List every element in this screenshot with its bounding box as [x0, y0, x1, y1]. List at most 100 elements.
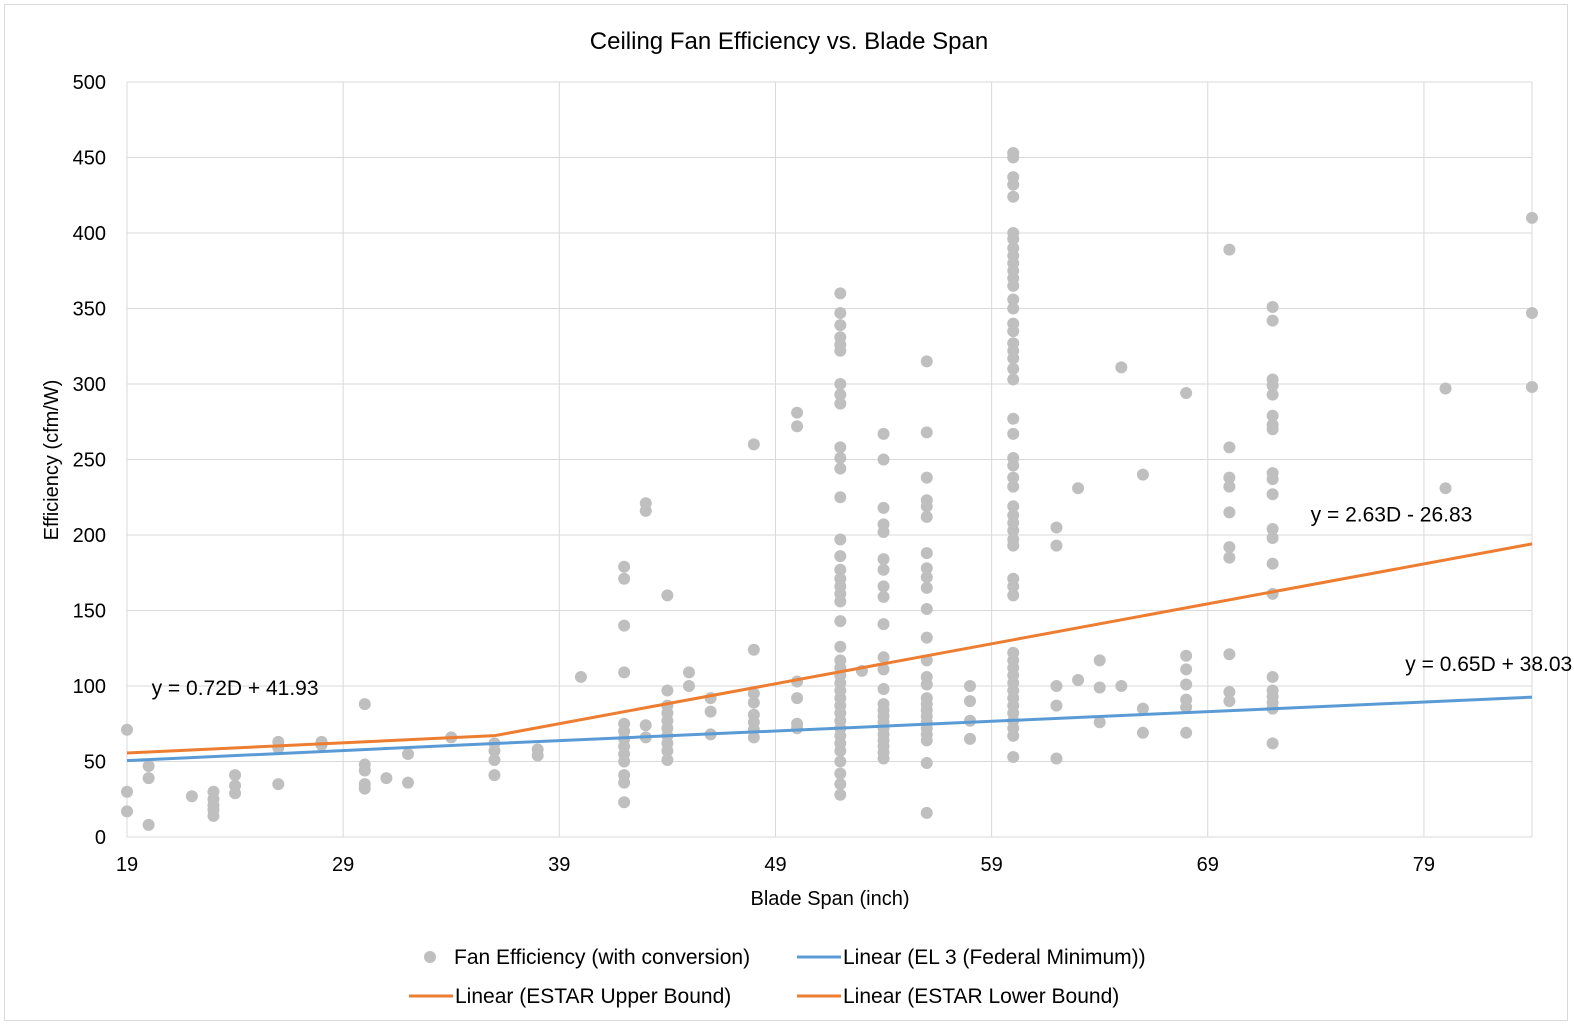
scatter-point	[1007, 539, 1020, 552]
scatter-point	[877, 453, 890, 466]
scatter-point	[1007, 302, 1020, 315]
scatter-point	[877, 651, 890, 664]
scatter-point	[488, 769, 501, 782]
x-tick-label: 59	[980, 854, 1002, 876]
y-tick-label: 450	[73, 148, 106, 170]
scatter-point	[834, 788, 847, 801]
scatter-point	[834, 307, 847, 320]
x-tick-label: 79	[1413, 854, 1435, 876]
y-tick-label: 250	[73, 450, 106, 472]
scatter-point	[661, 589, 674, 602]
scatter-point	[618, 755, 631, 768]
scatter-point	[1223, 441, 1236, 454]
scatter-point	[1180, 678, 1193, 691]
scatter-point	[1223, 541, 1236, 554]
scatter-point	[877, 590, 890, 603]
scatter-point	[877, 553, 890, 566]
scatter-point	[834, 491, 847, 504]
scatter-point	[121, 805, 133, 818]
legend-label: Linear (EL 3 (Federal Minimum))	[843, 946, 1146, 969]
scatter-point	[920, 471, 933, 484]
scatter-point	[272, 778, 285, 791]
scatter-point	[1439, 482, 1452, 495]
tick-labels: 0 50 100 150 200 250 300 350 400 450 500 19 29 39 49 59…	[73, 72, 1435, 876]
scatter-point	[834, 388, 847, 401]
scatter-point	[1050, 680, 1063, 692]
scatter-point	[877, 752, 890, 765]
scatter-point	[747, 731, 760, 744]
legend-label: Linear (ESTAR Upper Bound)	[455, 985, 731, 1008]
scatter-point	[1050, 752, 1063, 765]
scatter-point	[1050, 521, 1063, 534]
scatter-point	[121, 785, 133, 798]
scatter-point	[1007, 178, 1020, 191]
scatter-point	[1050, 539, 1063, 552]
scatter-point	[142, 760, 155, 773]
scatter-point	[1007, 279, 1020, 292]
scatter-point	[618, 666, 631, 679]
scatter-point	[877, 563, 890, 576]
scatter-point	[1007, 352, 1020, 365]
scatter-point	[920, 355, 933, 368]
scatter-point	[1223, 695, 1236, 708]
scatter-point	[834, 563, 847, 576]
scatter-point	[1007, 293, 1020, 306]
scatter-series	[121, 146, 1538, 831]
scatter-point	[1266, 388, 1279, 401]
scatter-point	[1266, 488, 1279, 501]
scatter-point	[1050, 699, 1063, 712]
scatter-point	[920, 562, 933, 575]
legend-marker	[424, 951, 436, 963]
scatter-point	[1180, 701, 1193, 714]
scatter-point	[877, 525, 890, 538]
scatter-point	[1223, 551, 1236, 564]
scatter-point	[747, 438, 760, 451]
scatter-point	[229, 787, 242, 800]
scatter-point	[1007, 459, 1020, 472]
scatter-point	[1007, 524, 1020, 537]
scatter-point	[920, 631, 933, 644]
scatter-point	[747, 643, 760, 656]
x-tick-label: 69	[1197, 854, 1219, 876]
scatter-point	[1223, 480, 1236, 493]
scatter-point	[1266, 409, 1279, 422]
scatter-point	[877, 663, 890, 676]
chart-title: Ceiling Fan Efficiency vs. Blade Span	[590, 28, 988, 55]
scatter-point	[1007, 412, 1020, 425]
scatter-point	[920, 510, 933, 523]
scatter-point	[1266, 314, 1279, 327]
scatter-point	[618, 796, 631, 809]
scatter-point	[834, 451, 847, 464]
trend-line	[126, 695, 1533, 763]
scatter-point	[1223, 686, 1236, 699]
scatter-point	[1266, 379, 1279, 392]
scatter-point	[877, 501, 890, 514]
scatter-point	[661, 684, 674, 697]
scatter-point	[834, 533, 847, 546]
scatter-point	[920, 426, 933, 439]
y-tick-label: 400	[73, 223, 106, 245]
scatter-point	[791, 722, 804, 735]
scatter-point	[1007, 362, 1020, 375]
scatter-point	[834, 397, 847, 410]
y-tick-label: 200	[73, 525, 106, 547]
scatter-point	[1180, 649, 1193, 662]
scatter-point	[661, 753, 674, 766]
x-tick-label: 19	[116, 854, 138, 876]
trend-line	[126, 734, 495, 755]
scatter-point	[531, 749, 544, 762]
scatter-point	[1093, 654, 1106, 667]
scatter-point	[683, 680, 695, 692]
scatter-point	[1007, 480, 1020, 493]
scatter-point	[877, 580, 890, 593]
scatter-point	[1007, 471, 1020, 484]
scatter-point	[1007, 750, 1020, 763]
scatter-point	[791, 692, 804, 705]
scatter-point	[1007, 190, 1020, 203]
y-tick-label: 100	[73, 676, 106, 698]
scatter-point	[920, 678, 933, 691]
scatter-point	[358, 698, 371, 711]
scatter-point	[121, 723, 133, 736]
scatter-point	[791, 420, 804, 433]
